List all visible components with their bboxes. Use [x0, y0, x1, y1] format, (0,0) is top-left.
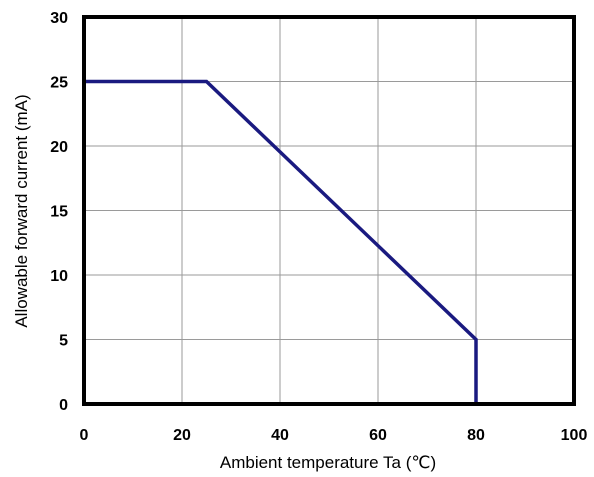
y-tick-label-15: 15: [50, 204, 68, 221]
x-tick-label-40: 40: [271, 427, 289, 444]
y-tick-label-5: 5: [59, 333, 68, 350]
x-tick-label-100: 100: [561, 427, 588, 444]
series-layer: [84, 79, 478, 404]
series-line-0: [84, 79, 478, 404]
x-axis-title: Ambient temperature Ta (℃): [220, 453, 436, 472]
y-tick-label-10: 10: [50, 268, 68, 285]
y-tick-labels: 0 5 10 15 20 25 30: [50, 10, 68, 414]
grid: [84, 17, 574, 404]
x-tick-label-20: 20: [173, 427, 191, 444]
y-tick-label-30: 30: [50, 10, 68, 27]
x-tick-labels: 0 20 40 60 80 100: [80, 427, 588, 444]
x-tick-label-60: 60: [369, 427, 387, 444]
x-tick-label-80: 80: [467, 427, 485, 444]
y-tick-label-20: 20: [50, 139, 68, 156]
y-tick-label-0: 0: [59, 397, 68, 414]
plot-area-frame: [82, 15, 576, 406]
y-tick-label-25: 25: [50, 75, 68, 92]
y-axis-title: Allowable forward current (mA): [12, 94, 31, 327]
x-tick-label-0: 0: [80, 427, 89, 444]
